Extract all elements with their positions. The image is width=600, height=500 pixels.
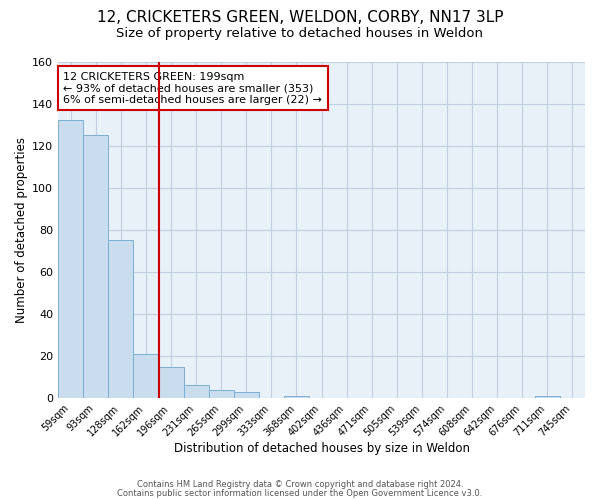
Text: Contains public sector information licensed under the Open Government Licence v3: Contains public sector information licen… [118,488,482,498]
Bar [109,240,133,398]
Text: 12, CRICKETERS GREEN, WELDON, CORBY, NN17 3LP: 12, CRICKETERS GREEN, WELDON, CORBY, NN1… [97,10,503,25]
Bar [184,386,209,398]
Y-axis label: Number of detached properties: Number of detached properties [15,137,28,323]
X-axis label: Distribution of detached houses by size in Weldon: Distribution of detached houses by size … [173,442,470,455]
Bar [535,396,560,398]
Bar [158,366,184,398]
Bar [234,392,259,398]
Bar [284,396,309,398]
Text: 12 CRICKETERS GREEN: 199sqm
← 93% of detached houses are smaller (353)
6% of sem: 12 CRICKETERS GREEN: 199sqm ← 93% of det… [64,72,322,105]
Text: Contains HM Land Registry data © Crown copyright and database right 2024.: Contains HM Land Registry data © Crown c… [137,480,463,489]
Bar [209,390,234,398]
Text: Size of property relative to detached houses in Weldon: Size of property relative to detached ho… [116,28,484,40]
Bar [133,354,158,398]
Bar [83,135,109,398]
Bar [58,120,83,398]
